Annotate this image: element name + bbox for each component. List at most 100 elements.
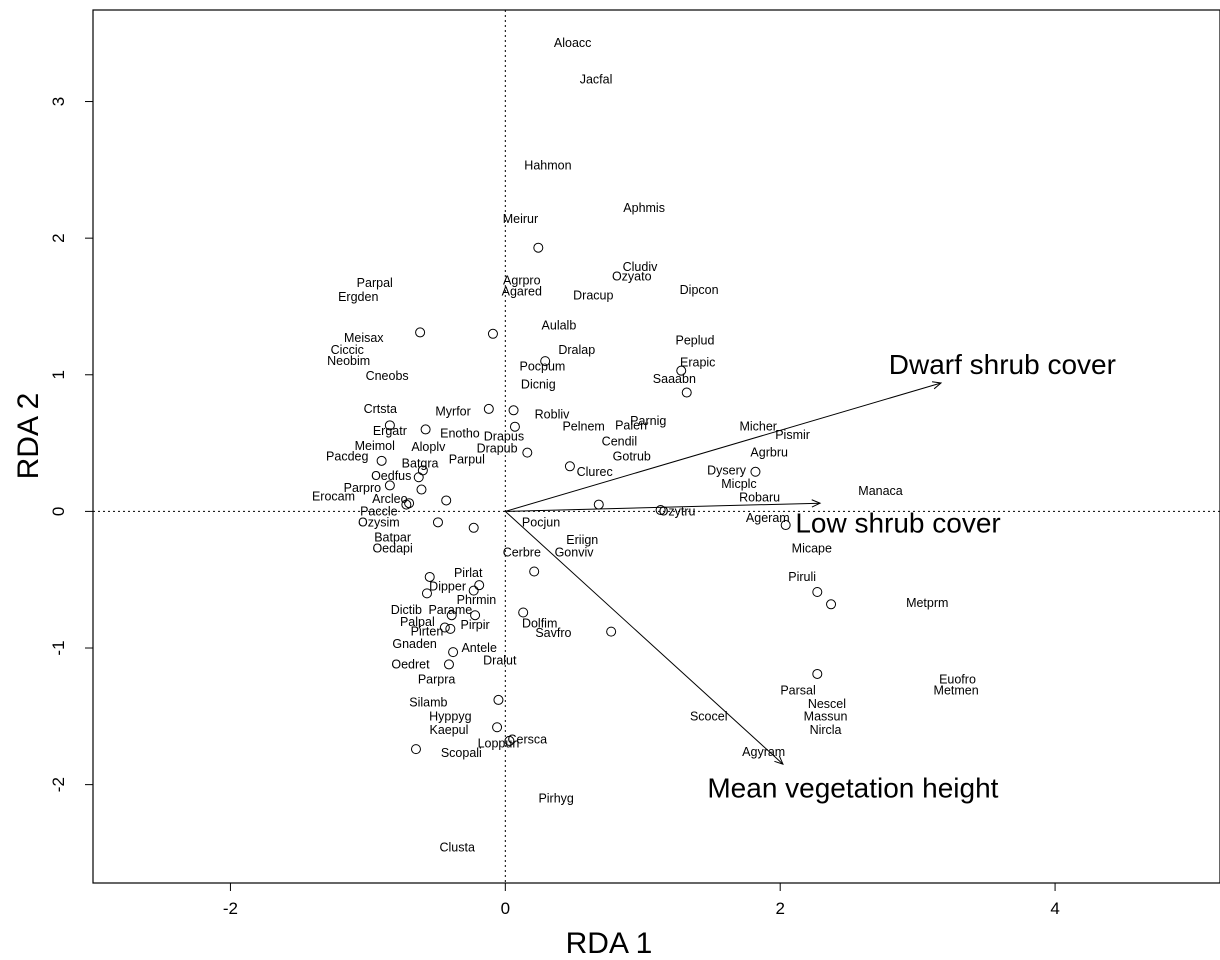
species-label: Parame: [428, 603, 472, 617]
species-label: Scocel: [690, 709, 728, 723]
species-label: Savfro: [535, 626, 571, 640]
site-point: [469, 523, 478, 532]
species-label: Silamb: [409, 696, 447, 710]
species-label: Ozyato: [612, 269, 652, 283]
species-label: Gnaden: [392, 637, 437, 651]
species-label: Clusta: [439, 840, 474, 854]
site-point: [813, 588, 822, 597]
species-label: Agared: [502, 284, 542, 298]
species-label: Parpul: [449, 452, 485, 466]
vector-label: Mean vegetation height: [707, 772, 998, 803]
site-point: [565, 462, 574, 471]
species-label: Peplud: [676, 334, 715, 348]
species-label: Aphmis: [623, 201, 665, 215]
species-label: Pocjun: [522, 515, 560, 529]
species-label: Oedapi: [372, 541, 412, 555]
species-label: Agrbru: [750, 446, 788, 460]
species-label: Clurec: [577, 465, 613, 479]
species-label: Ozysim: [358, 515, 400, 529]
species-label: Dysery: [707, 463, 747, 477]
species-label: Micape: [792, 541, 832, 555]
species-label: Metmen: [934, 683, 979, 697]
species-label: Parsal: [780, 683, 815, 697]
site-point: [488, 329, 497, 338]
species-label: Micher: [739, 420, 777, 434]
x-tick-label: 2: [775, 899, 784, 918]
species-label: Ageram: [746, 511, 790, 525]
species-label: Hyppyg: [429, 709, 471, 723]
species-label: Dipper: [429, 580, 466, 594]
species-labels: Aloacc Jacfal Hahmon Aphmis Meirur ParpalErgd…: [312, 36, 979, 855]
species-label: Parpal: [357, 276, 393, 290]
species-label: Gotrub: [613, 450, 651, 464]
species-label: Ergatr: [373, 424, 407, 438]
site-point: [682, 388, 691, 397]
site-point: [484, 404, 493, 413]
site-point: [444, 660, 453, 669]
species-label: Jacfal: [580, 73, 613, 87]
site-point: [417, 485, 426, 494]
site-point: [446, 624, 455, 633]
y-axis: -2-10123: [49, 97, 93, 792]
site-point: [534, 243, 543, 252]
species-label: Cendil: [602, 435, 637, 449]
site-point: [827, 600, 836, 609]
species-label: Myrfor: [435, 405, 470, 419]
species-label: Aulalb: [542, 319, 577, 333]
species-label: Pacdeg: [326, 450, 368, 464]
species-label: Pirlat: [454, 566, 483, 580]
vector-label: Dwarf shrub cover: [889, 349, 1116, 380]
y-tick-label: 3: [49, 97, 68, 106]
species-label: Enotho: [440, 427, 480, 441]
species-label: Parpra: [418, 672, 456, 686]
species-label: Ergden: [338, 290, 378, 304]
species-label: Pirhyg: [538, 791, 573, 805]
species-label: Palerr: [615, 418, 648, 432]
species-label: Micplc: [721, 477, 756, 491]
species-label: Dicnig: [521, 377, 556, 391]
species-label: Dipcon: [680, 283, 719, 297]
species-label: Loppun: [478, 737, 520, 751]
species-label: Scopali: [441, 746, 482, 760]
species-label: Hahmon: [524, 159, 571, 173]
x-axis: -2 0 2 4: [223, 883, 1060, 918]
x-tick-label: 4: [1050, 899, 1059, 918]
species-label: Oedret: [391, 657, 430, 671]
x-tick-label: 0: [501, 899, 510, 918]
y-axis-title: RDA 2: [12, 393, 45, 480]
site-point: [411, 745, 420, 754]
x-tick-label: -2: [223, 899, 238, 918]
species-label: Erapic: [680, 355, 715, 369]
site-point: [523, 448, 532, 457]
species-label: Aloacc: [554, 36, 592, 50]
species-label: Erocam: [312, 489, 355, 503]
species-label: Dralap: [558, 343, 595, 357]
x-axis-title: RDA 1: [566, 927, 653, 960]
site-point: [416, 328, 425, 337]
site-point: [509, 406, 518, 415]
species-label: Massun: [804, 709, 848, 723]
species-label: Nircla: [810, 723, 842, 737]
site-point: [751, 467, 760, 476]
species-label: Crtsta: [364, 402, 397, 416]
site-point: [475, 581, 484, 590]
y-tick-label: -1: [49, 640, 68, 655]
plot-frame: [93, 10, 1220, 883]
y-tick-label: 2: [49, 233, 68, 242]
species-label: Agyram: [742, 745, 785, 759]
species-label: Dracup: [573, 289, 613, 303]
site-point: [442, 496, 451, 505]
site-point: [414, 473, 423, 482]
site-point: [607, 627, 616, 636]
species-label: Pelnem: [562, 420, 604, 434]
vector-label: Low shrub cover: [795, 507, 1000, 538]
species-label: Pirpir: [460, 618, 489, 632]
species-label: Piruli: [788, 570, 816, 584]
species-label: Metprm: [906, 596, 948, 610]
y-tick-label: -2: [49, 777, 68, 792]
species-label: Neobim: [327, 354, 370, 368]
site-point: [421, 425, 430, 434]
site-point: [449, 648, 458, 657]
species-label: Cneobs: [366, 369, 409, 383]
